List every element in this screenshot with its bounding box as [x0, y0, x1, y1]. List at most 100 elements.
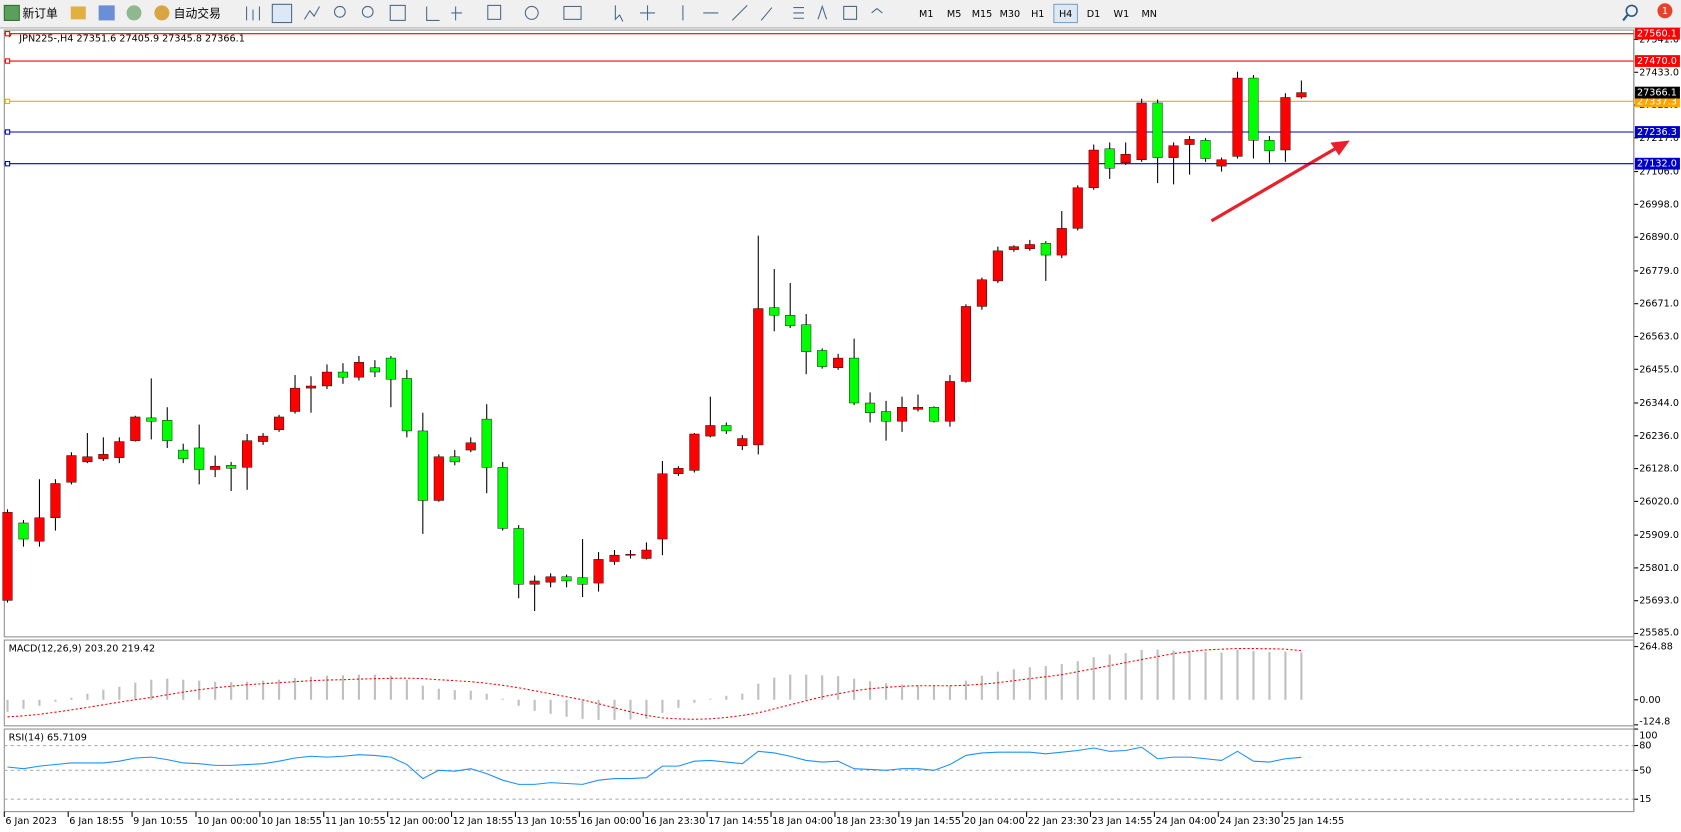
candle-body: [1120, 154, 1131, 163]
toolbar-icon[interactable]: [98, 5, 115, 21]
macd-bar: [789, 674, 792, 700]
timeframe-button[interactable]: H1: [1031, 9, 1044, 20]
period-tool[interactable]: [524, 5, 539, 20]
candle-body: [1104, 148, 1115, 169]
zoom-out-tool[interactable]: [361, 5, 374, 18]
candle-body: [992, 250, 1003, 282]
drawing-tools[interactable]: [640, 5, 805, 21]
macd-bar: [469, 690, 472, 700]
timeframe-button[interactable]: W1: [1114, 9, 1130, 20]
macd-bar: [1108, 654, 1111, 700]
x-tick-label: 22 Jan 23:30: [1028, 816, 1089, 827]
macd-bar: [597, 699, 600, 720]
timeframe-button[interactable]: H4: [1059, 9, 1072, 20]
candle-body: [593, 559, 604, 584]
candle-body: [928, 407, 940, 422]
cursor-tool[interactable]: [614, 5, 624, 22]
candle-body: [1216, 159, 1227, 167]
macd-bar: [869, 681, 872, 700]
macd-bar: [118, 686, 121, 700]
x-tick-label: 13 Jan 10:55: [517, 816, 578, 827]
notification-button[interactable]: 1: [1657, 3, 1673, 19]
macd-bar: [629, 699, 632, 720]
candle-body: [305, 385, 317, 389]
candle-body: [641, 549, 652, 559]
level-label-bg: [1634, 126, 1680, 138]
y-tick-label: 26779.0: [1639, 266, 1679, 277]
panel-title: JPN225-,H4 27351.6 27405.9 27345.8 27366…: [18, 34, 245, 45]
candle-body: [178, 449, 189, 460]
line-chart-tool[interactable]: [304, 6, 320, 20]
timeframe-button[interactable]: MN: [1141, 9, 1157, 20]
y-tick-label: 264.88: [1639, 642, 1673, 653]
y-tick-label: 25909.0: [1639, 530, 1679, 541]
x-tick-label: 24 Jan 04:00: [1155, 816, 1216, 827]
last-price-bg: [1634, 86, 1680, 99]
timeframe-button[interactable]: M1: [919, 9, 933, 20]
macd-bar: [757, 683, 760, 700]
candle-body: [912, 407, 924, 410]
macd-bar: [1140, 649, 1143, 700]
trend-arrow: [1210, 144, 1341, 223]
timeframe-button[interactable]: D1: [1087, 9, 1101, 20]
candle-body: [689, 433, 700, 471]
toolbar-icon[interactable]: [126, 5, 142, 21]
macd-bar: [230, 682, 233, 700]
x-tick-label: 24 Jan 23:30: [1219, 816, 1280, 827]
macd-bar: [373, 674, 376, 700]
macd-bar: [38, 699, 41, 706]
level-label: 27132.0: [1637, 159, 1677, 170]
y-tick-label: 27541.0: [1639, 34, 1679, 45]
timeframe-button[interactable]: M15: [972, 9, 993, 20]
y-tick-label: 15: [1639, 794, 1651, 805]
macd-bar: [1044, 666, 1047, 700]
macd-bar: [134, 682, 137, 700]
scroll-tools[interactable]: [426, 6, 463, 21]
candle-body: [1200, 140, 1211, 159]
y-tick-label: 26128.0: [1639, 464, 1679, 475]
y-tick-label: 26455.0: [1639, 364, 1679, 375]
y-tick-label: 27106.0: [1639, 167, 1679, 178]
tile-tool[interactable]: [389, 4, 406, 21]
candle-tool[interactable]: [271, 3, 293, 24]
timeframe-button[interactable]: M5: [947, 9, 961, 20]
candle-body: [833, 357, 844, 368]
notification-count: 1: [1662, 6, 1668, 17]
level-label-bg: [1634, 157, 1680, 170]
macd-bar: [517, 699, 520, 706]
timeframe-button[interactable]: M30: [1000, 9, 1021, 20]
macd-bar: [853, 678, 856, 700]
search-button[interactable]: [1622, 4, 1638, 22]
zoom-in-tool[interactable]: [333, 5, 346, 18]
x-tick-label: 12 Jan 00:00: [389, 816, 450, 827]
candle-body: [497, 467, 508, 529]
new-order-button[interactable]: 新订单: [3, 4, 59, 21]
macd-bar: [1060, 664, 1063, 700]
candle-body: [1184, 139, 1195, 145]
macd-bar: [1076, 661, 1079, 700]
candle-body: [1056, 228, 1067, 256]
candle-body: [369, 367, 380, 373]
macd-bar: [1300, 652, 1303, 700]
y-tick-label: 80: [1639, 741, 1651, 752]
object-tools[interactable]: [817, 4, 883, 20]
indicator-tool[interactable]: [487, 4, 502, 20]
macd-bar: [1268, 651, 1271, 700]
macd-bar: [325, 675, 329, 700]
x-tick-label: 19 Jan 14:55: [900, 816, 961, 827]
x-tick-label: 25 Jan 14:55: [1283, 816, 1344, 827]
toolbar-icon[interactable]: [70, 6, 86, 20]
macd-bar: [645, 699, 648, 719]
candle-body: [449, 456, 460, 463]
search-icon: [1625, 4, 1638, 17]
candle-body: [849, 357, 860, 404]
auto-trading-button[interactable]: 自动交易: [154, 5, 221, 20]
macd-bar: [102, 689, 105, 700]
panel-title: MACD(12,26,9) 203.20 219.42: [9, 644, 156, 655]
candle-body: [737, 438, 748, 447]
template-tool[interactable]: [563, 5, 582, 20]
macd-bar: [1156, 649, 1159, 700]
bar-chart-tool[interactable]: [246, 6, 260, 21]
new-order-label: 新订单: [23, 6, 59, 20]
x-tick-label: 10 Jan 00:00: [197, 816, 258, 827]
